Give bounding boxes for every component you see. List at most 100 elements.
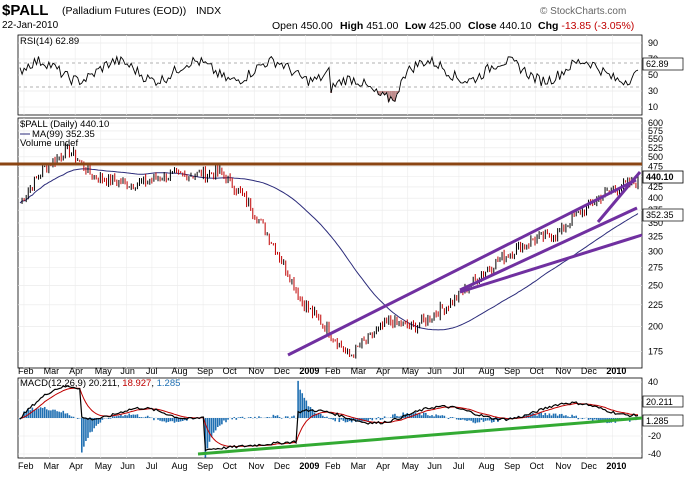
- x-axis-label: Apr: [376, 366, 390, 376]
- x-axis-label: Oct: [530, 461, 545, 471]
- macd-tick-label: -20: [648, 431, 661, 441]
- x-axis-label: Nov: [248, 366, 265, 376]
- macd-trendline: [197, 416, 643, 456]
- x-axis-label: Feb: [325, 461, 341, 471]
- macd-last-value: 20.211: [646, 397, 673, 407]
- macd-panel: MACD(12,26,9) 20.211, 18.927, 1.285 40 20…: [17, 377, 684, 471]
- open-quote: Open 450.00: [272, 20, 333, 32]
- x-axis-label: Sep: [197, 461, 213, 471]
- x-axis-label: May: [95, 366, 113, 376]
- x-axis-label: Mar: [44, 461, 60, 471]
- x-axis-label: Feb: [18, 366, 34, 376]
- x-axis-label: Jul: [146, 461, 158, 471]
- x-axis-label: Jul: [453, 461, 465, 471]
- ma-legend: MA(99) 352.35: [32, 129, 95, 140]
- x-axis-label: Sep: [504, 461, 520, 471]
- price-legend: $PALL (Daily) 440.10: [20, 119, 109, 130]
- price-tick-label: 325: [648, 232, 663, 242]
- x-axis-label: Feb: [18, 461, 34, 471]
- price-tick-label: 225: [648, 300, 663, 310]
- x-axis-label: Jun: [120, 366, 135, 376]
- price-tick-label: 275: [648, 263, 663, 273]
- rsi-last-value: 62.89: [646, 59, 669, 69]
- price-tick-label: 525: [648, 143, 663, 153]
- price-tick-label: 200: [648, 322, 663, 332]
- chg-value: -13.85 (-3.05%): [561, 20, 635, 32]
- x-axis-label: Dec: [581, 366, 598, 376]
- x-axis-label: May: [402, 461, 420, 471]
- x-axis-label: May: [95, 461, 113, 471]
- x-axis-label: 2010: [606, 461, 626, 471]
- price-tick-label: 175: [648, 346, 663, 356]
- x-axis-label: May: [402, 366, 420, 376]
- x-axis-label: Sep: [197, 366, 213, 376]
- hist-last-value: 1.285: [646, 416, 669, 426]
- x-axis-label: Oct: [223, 461, 238, 471]
- price-tick-label: 575: [648, 126, 663, 136]
- price-tick-label: 350: [648, 218, 663, 228]
- x-axis-label: Aug: [172, 461, 188, 471]
- x-axis-label: Jul: [453, 366, 465, 376]
- x-axis-label: Apr: [69, 461, 83, 471]
- price-tick-label: 500: [648, 152, 663, 162]
- price-panel: $PALL (Daily) 440.10 MA(99) 352.35 Volum…: [0, 117, 684, 376]
- x-axis-label: Oct: [530, 366, 545, 376]
- x-axis-label: Sep: [504, 366, 520, 376]
- x-axis-label: 2010: [606, 366, 626, 376]
- x-axis-label: Jun: [427, 366, 442, 376]
- x-axis-label: Mar: [351, 461, 367, 471]
- x-axis-label: Dec: [274, 366, 291, 376]
- x-axis-label: Nov: [555, 366, 572, 376]
- x-axis-label: Oct: [223, 366, 238, 376]
- x-axis-label: Jun: [427, 461, 442, 471]
- price-tick-label: 475: [648, 161, 663, 171]
- volume-legend: Volume undef: [20, 138, 78, 149]
- macd-tick-label: -40: [648, 449, 661, 459]
- rsi-tick-label: 90: [648, 38, 658, 48]
- rsi-tick-label: 50: [648, 70, 658, 80]
- x-axis-label: Jun: [120, 461, 135, 471]
- price-tick-label: 300: [648, 247, 663, 257]
- symbol: $PALL: [2, 2, 49, 19]
- x-axis-label: Dec: [581, 461, 598, 471]
- price-tick-label: 600: [648, 118, 663, 128]
- rsi-tick-label: 10: [648, 102, 658, 112]
- rsi-tick-label: 30: [648, 86, 658, 96]
- high-quote: High 451.00: [340, 20, 399, 32]
- close-quote: Close 440.10: [468, 20, 532, 32]
- x-axis-label: Aug: [172, 366, 188, 376]
- x-axis-label: Apr: [69, 366, 83, 376]
- price-tick-label: 550: [648, 134, 663, 144]
- watermark: © StockCharts.com: [540, 6, 627, 17]
- price-tick-label: 250: [648, 280, 663, 290]
- last-price-label: 440.10: [646, 172, 674, 182]
- exchange: INDX: [196, 5, 222, 17]
- x-axis-label: Feb: [325, 366, 341, 376]
- macd-legend: MACD(12,26,9) 20.211, 18.927, 1.285: [20, 378, 180, 389]
- x-axis-label: 2009: [299, 461, 319, 471]
- chart-date: 22-Jan-2010: [2, 20, 59, 31]
- price-tick-label: 425: [648, 182, 663, 192]
- trendline-2: [459, 206, 638, 292]
- low-quote: Low 425.00: [405, 20, 462, 32]
- chg-quote: Chg -13.85 (-3.05%): [538, 20, 635, 32]
- instrument-name: (Palladium Futures (EOD)): [62, 5, 187, 17]
- x-axis-label: Jul: [146, 366, 158, 376]
- trendline-4: [459, 233, 643, 294]
- x-axis-label: Aug: [479, 461, 495, 471]
- x-axis-label: Dec: [274, 461, 291, 471]
- price-tick-label: 400: [648, 193, 663, 203]
- x-axis-label: Aug: [479, 366, 495, 376]
- trendline-3: [596, 171, 642, 223]
- rsi-legend: RSI(14) 62.89: [20, 36, 79, 47]
- rsi-panel: RSI(14) 62.89 9070503010 62.89: [17, 34, 684, 116]
- macd-tick-label: 40: [648, 377, 658, 387]
- x-axis-label: Mar: [351, 366, 367, 376]
- x-axis-label: Apr: [376, 461, 390, 471]
- chart-header: $PALL (Palladium Futures (EOD)) INDX © S…: [0, 0, 690, 34]
- ma-value-label: 352.35: [646, 210, 674, 220]
- trendline-1: [287, 178, 637, 357]
- x-axis-label: Nov: [555, 461, 572, 471]
- x-axis-label: Mar: [44, 366, 60, 376]
